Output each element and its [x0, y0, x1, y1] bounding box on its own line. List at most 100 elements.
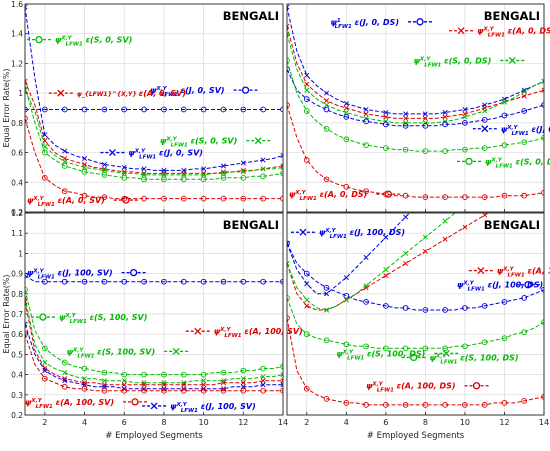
- data-point: [161, 167, 167, 173]
- data-point: [101, 382, 107, 388]
- annotation-label: ψX,Y LFW1 ε(S, 100, DS): [430, 353, 519, 365]
- y-tick-label: 1: [18, 249, 23, 258]
- y-tick-label: 1.1: [11, 229, 23, 238]
- annotation-marker: [254, 137, 262, 145]
- annotation-label: ψ_{LFW1}^{X,Y} ε(A, 0, SV): [77, 89, 186, 98]
- data-point: [521, 87, 527, 93]
- data-point: [62, 158, 68, 165]
- annotation-marker: [524, 281, 532, 289]
- data-point: [240, 387, 247, 394]
- annotation-label: ψX,Y LFW1 ε(J, 0, SV): [150, 86, 225, 98]
- data-point: [81, 278, 88, 285]
- data-point: [422, 234, 428, 240]
- data-point: [161, 371, 167, 378]
- y-tick-label: 0.5: [11, 350, 23, 359]
- plot-area: [287, 4, 544, 212]
- data-point: [121, 382, 127, 388]
- data-point: [382, 145, 389, 151]
- data-point: [260, 278, 267, 285]
- data-point: [287, 31, 290, 37]
- data-point: [260, 166, 266, 172]
- data-point: [422, 122, 429, 129]
- data-point: [422, 248, 428, 254]
- data-point: [81, 385, 88, 392]
- data-point: [304, 87, 310, 93]
- data-point: [382, 345, 389, 352]
- data-point: [521, 139, 528, 146]
- y-tick-label: 0.4: [11, 371, 23, 380]
- x-axis-label: # Employed Segments: [105, 431, 203, 441]
- data-point: [501, 142, 508, 148]
- data-point: [180, 106, 187, 113]
- data-point: [442, 114, 448, 120]
- series-annotation: ψX,Y LFW1 ε(J, 100, SV): [142, 402, 256, 414]
- data-point: [121, 378, 127, 384]
- data-point: [220, 106, 227, 113]
- data-point: [521, 108, 528, 114]
- series-annotation: ψX,Y LFW1 ε(S, 100, DS): [401, 353, 519, 365]
- series-line: [25, 6, 283, 171]
- data-point: [521, 192, 528, 199]
- data-point: [41, 345, 48, 352]
- data-point: [200, 371, 207, 378]
- x-axis-label: # Employed Segments: [367, 431, 465, 441]
- data-point: [501, 112, 508, 119]
- annotation-marker: [194, 327, 202, 335]
- y-tick-label: 0.7: [11, 310, 23, 319]
- data-point: [61, 383, 68, 390]
- data-point: [180, 387, 187, 394]
- data-point: [383, 273, 389, 279]
- data-point: [422, 111, 428, 117]
- data-point: [422, 148, 429, 154]
- y-tick-label: 0.9: [11, 270, 23, 279]
- annotation-marker: [150, 402, 158, 410]
- data-point: [521, 329, 528, 336]
- series-group: [287, 213, 544, 408]
- data-point: [382, 303, 389, 309]
- data-point: [141, 172, 147, 178]
- data-point: [260, 157, 266, 163]
- data-point: [422, 402, 429, 408]
- annotation-label: ψX,Y LFW1 ε(S, 0, SV): [55, 36, 132, 48]
- data-point: [101, 194, 108, 200]
- annotation-marker: [410, 353, 418, 362]
- data-point: [402, 192, 409, 199]
- data-point: [82, 376, 88, 382]
- data-point: [280, 382, 283, 388]
- data-point: [287, 4, 290, 10]
- series-line: [287, 69, 544, 127]
- data-point: [141, 166, 147, 172]
- data-point: [383, 267, 389, 273]
- data-point: [161, 382, 167, 388]
- data-point: [442, 402, 449, 408]
- data-point: [382, 121, 389, 128]
- data-point: [240, 376, 246, 382]
- data-point: [501, 335, 508, 342]
- data-point: [161, 387, 167, 394]
- data-point: [121, 371, 128, 378]
- series-annotation: ψX,Y LFW1 ε(S, 100, SV): [30, 313, 147, 325]
- data-point: [161, 106, 167, 113]
- series-line: [25, 289, 283, 376]
- data-point: [442, 194, 449, 200]
- y-tick-label: 0.4: [11, 178, 23, 187]
- series-line: [287, 33, 544, 124]
- data-point: [324, 98, 330, 104]
- data-point: [220, 195, 227, 202]
- data-point: [462, 106, 468, 113]
- data-point: [240, 160, 246, 166]
- annotation-label: ψX,Y LFW1 ε(J, 0, SV): [128, 149, 203, 161]
- data-point: [363, 111, 369, 117]
- series-line: [287, 243, 544, 311]
- data-point: [422, 345, 429, 352]
- data-point: [42, 132, 48, 138]
- data-point: [25, 295, 28, 301]
- x-tick-label: 10: [460, 418, 470, 427]
